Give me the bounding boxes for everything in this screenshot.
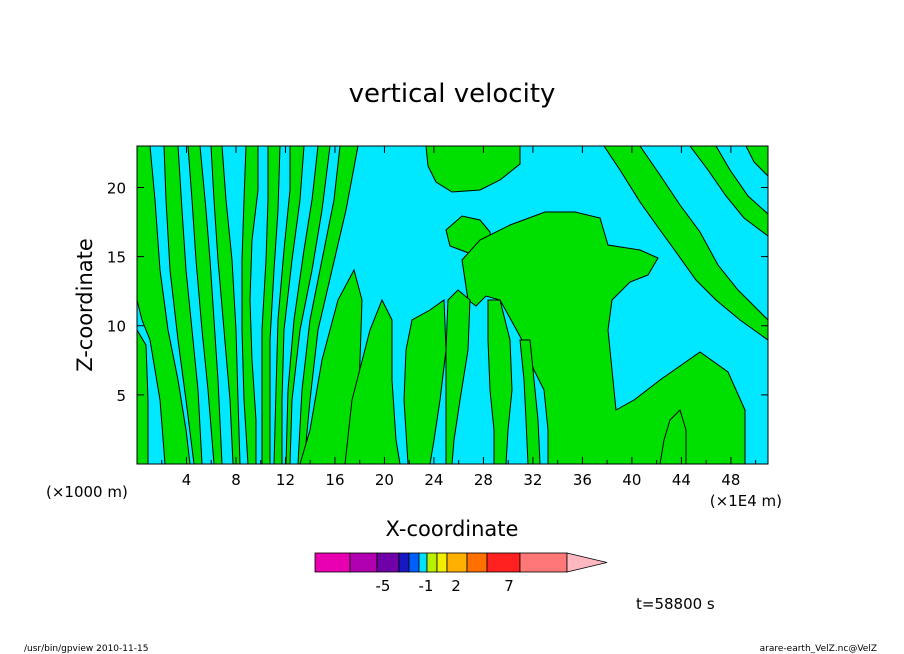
colorbar-segment xyxy=(436,552,448,573)
time-label: t=58800 s xyxy=(636,595,715,613)
positive-region xyxy=(344,298,401,465)
colorbar xyxy=(314,552,608,573)
colorbar-segment xyxy=(519,552,568,573)
y-tick-label: 5 xyxy=(116,387,126,405)
colorbar-segment xyxy=(418,552,428,573)
colorbar-tick-label: 7 xyxy=(504,577,514,595)
colorbar-segment xyxy=(314,552,351,573)
colorbar-segment xyxy=(446,552,468,573)
y-tick-label: 20 xyxy=(107,179,126,197)
x-unit-right: (×1E4 m) xyxy=(710,492,782,510)
y-tick-label: 15 xyxy=(107,249,126,267)
positive-region xyxy=(519,339,541,465)
y-axis-ticks: 5 10 15 20 xyxy=(107,179,768,405)
x-tick-label: 36 xyxy=(573,471,592,489)
colorbar-segment xyxy=(408,552,420,573)
x-tick-label: 32 xyxy=(523,471,542,489)
x-tick-label: 44 xyxy=(672,471,691,489)
colorbar-tick-label: 2 xyxy=(451,577,461,595)
positive-region xyxy=(425,145,521,193)
positive-region xyxy=(136,145,191,465)
colorbar-tick-label: -1 xyxy=(419,577,434,595)
plot-frame xyxy=(136,145,769,465)
footer-right: arare-earth_VelZ.nc@VelZ xyxy=(760,644,877,654)
plot-area xyxy=(136,145,769,465)
colorbar-segment xyxy=(349,552,378,573)
colorbar-segment xyxy=(398,552,410,573)
positive-region xyxy=(403,299,447,465)
x-tick-label: 16 xyxy=(325,471,344,489)
x-axis-label: X-coordinate xyxy=(386,517,519,541)
colorbar-segment xyxy=(376,552,400,573)
x-tick-label: 4 xyxy=(182,471,192,489)
x-tick-label: 20 xyxy=(375,471,394,489)
x-tick-label: 24 xyxy=(424,471,443,489)
y-tick-label: 10 xyxy=(107,318,126,336)
chart-title: vertical velocity xyxy=(349,79,556,109)
x-tick-label: 48 xyxy=(721,471,740,489)
x-tick-label: 28 xyxy=(474,471,493,489)
colorbar-tick-label: -5 xyxy=(376,577,391,595)
colorbar-tick-labels: -5 -1 2 7 xyxy=(376,577,514,595)
positive-velocity-regions xyxy=(136,145,769,465)
positive-region xyxy=(445,289,471,465)
positive-region xyxy=(461,211,746,465)
colorbar-arrow xyxy=(566,552,608,573)
colorbar-segment xyxy=(466,552,488,573)
y-axis-label: Z-coordinate xyxy=(73,238,97,372)
x-axis-ticks: 4 8 12 16 20 24 28 32 36 40 44 48 xyxy=(161,146,757,489)
positive-region xyxy=(136,328,149,465)
x-unit-left: (×1000 m) xyxy=(46,483,128,501)
x-tick-label: 12 xyxy=(276,471,295,489)
positive-region xyxy=(241,145,259,465)
x-tick-label: 40 xyxy=(622,471,641,489)
colorbar-segment xyxy=(426,552,438,573)
x-tick-label: 8 xyxy=(231,471,241,489)
colorbar-segment xyxy=(486,552,521,573)
footer-left: /usr/bin/gpview 2010-11-15 xyxy=(24,644,148,654)
